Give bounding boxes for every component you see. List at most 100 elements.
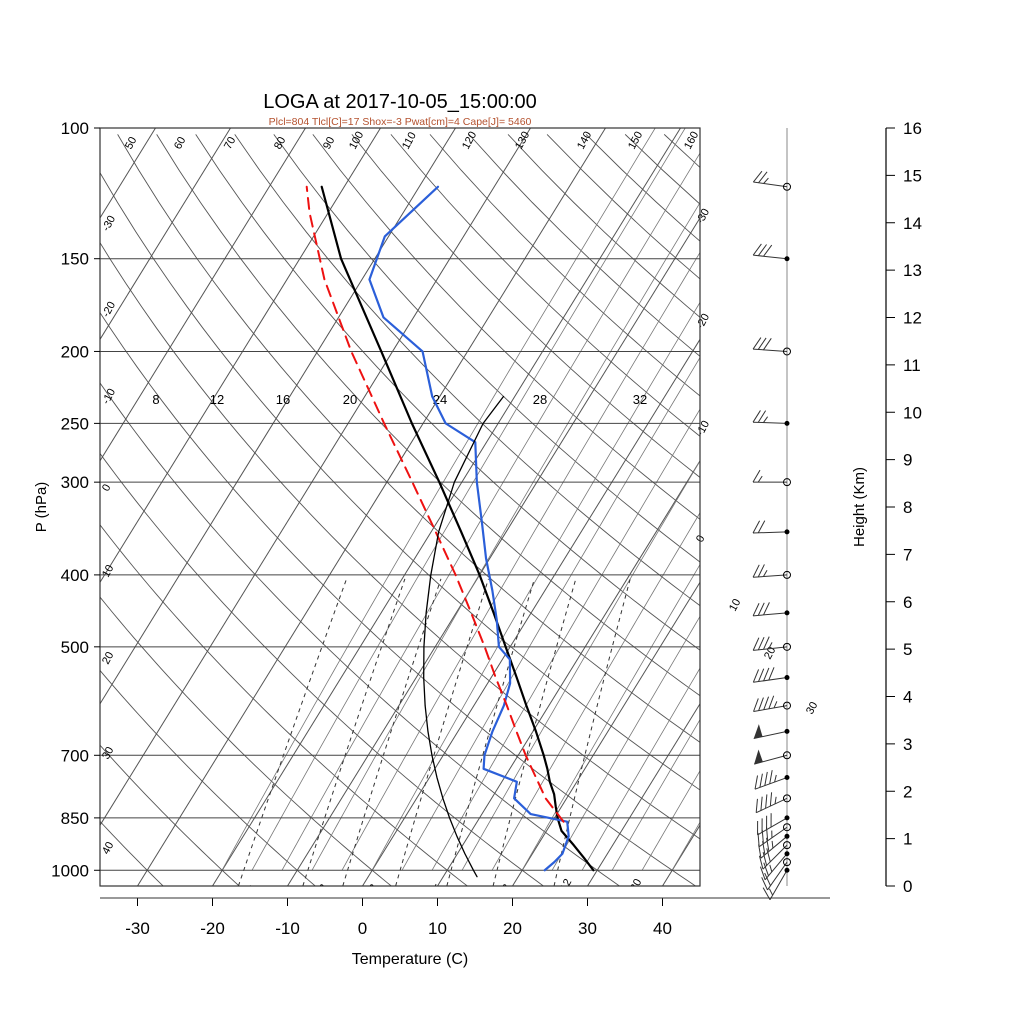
mixing-ratio-line [492,578,577,886]
wind-level-marker [783,841,791,850]
dry-adiabat-line [624,134,700,205]
wind-barb-full [765,794,768,809]
dry-adiabat-line [507,134,700,318]
moist-adiabat-line [431,408,700,871]
figure-subtitle: Plcl=804 Tlcl[C]=17 Shox=-3 Pwat[cm]=4 C… [269,116,532,128]
wind-level-marker [783,751,791,760]
page-title: LOGA at 2017-10-05_15:00:00 [263,91,537,113]
height-tick-label: 13 [903,261,922,280]
height-tick-label: 4 [903,688,912,707]
dry-adiabat-label: 90 [321,135,337,151]
wind-barb-full [763,636,770,650]
dry-adiabats-layer: 50 60 70 80 90 100 110 120 130 140 150 160 [100,130,700,886]
isotherm-line [100,128,306,462]
height-axis-title: Height (Km) [851,467,868,547]
moist-adiabat-label: 28 [533,392,547,407]
wind-barb [759,853,788,881]
wind-barb-full [769,770,773,784]
pressure-tick-label: 150 [61,250,89,269]
dry-adiabat-line [351,134,700,478]
isotherm-line [100,128,381,584]
wind-barb [752,243,788,260]
height-tick-label: 5 [903,640,912,659]
wind-barb-full [763,667,770,682]
wind-barb-full [752,469,761,483]
mixing-ratio-line [342,578,442,886]
wind-barb-half [768,642,773,649]
height-tick-label: 8 [903,498,912,517]
wind-level-marker [784,833,790,839]
isotherm-line [100,128,531,827]
isotherm-line [362,338,700,886]
height-tick-label: 12 [903,309,922,328]
height-tick-label: 10 [903,403,922,422]
pressure-tick-label: 250 [61,414,89,433]
wind-level-marker [783,701,791,710]
dry-adiabat-line [468,134,700,357]
isotherm-label-right-outer: 30 [804,700,820,716]
dry-adiabat-line [100,820,164,886]
isotherms-layer [100,128,1024,886]
wind-barb-full [753,698,759,712]
mixing-ratio-label: 2 [317,882,330,893]
wind-barb-shaft [753,421,788,424]
wind-barb-full [763,338,772,351]
dry-adiabat-line [100,311,696,886]
temperature-tick-label: 30 [578,919,597,938]
mixing-ratio-label: 12 [558,877,574,893]
dry-adiabat-line [663,134,700,169]
pressure-tick-label: 100 [61,119,89,138]
wind-barb-shaft [753,181,788,188]
wind-barb-full [757,602,765,616]
height-tick-label: 7 [903,545,912,564]
dry-adiabat-line [234,134,700,607]
wind-barb-full [755,798,758,813]
temperature-tick-label: 0 [358,919,367,938]
wind-barb [755,792,788,814]
wind-barb-full [764,771,768,786]
wind-level-marker [784,420,790,426]
wind-barb-full [752,337,762,350]
temperature-tick-label: 20 [503,919,522,938]
wind-barb-full [758,855,764,870]
wind-barb [752,520,788,534]
dry-adiabat-label: 80 [272,135,288,151]
wind-barb-full [763,696,770,710]
wind-barb [752,469,787,483]
wind-barb-full [752,564,760,578]
wind-barb [752,602,788,617]
isotherm-label-left: 40 [100,840,116,856]
isotherm-line [813,128,1024,886]
plot-border [99,127,701,887]
wind-barb-column [752,128,791,900]
moist-adiabat-label: 12 [210,392,224,407]
moist-adiabat-line [341,251,700,871]
isotherm-label-left: -30 [100,214,118,234]
isotherm-label-right: 0 [694,533,707,544]
moist-adiabat-line [221,128,656,871]
dry-adiabat-label: 140 [575,130,594,152]
wind-level-marker [784,529,790,535]
wind-level-marker [784,867,790,873]
wind-barb-full [752,637,760,651]
wind-barb-full [766,848,771,862]
wind-barb-full [768,695,775,709]
wind-barb-full [757,636,765,651]
isotherm-line [437,459,700,886]
dry-adiabat-line [195,134,700,651]
pressure-tick-label: 300 [61,473,89,492]
isotherm-label-right: -10 [694,419,712,439]
wind-barb-half [773,701,778,709]
wind-barb-half [769,864,773,872]
mixing-ratio-layer: 1 2 3 5 8 12 20 [237,578,644,893]
pressure-tick-label: 850 [61,809,89,828]
wind-barb-flag [754,749,763,765]
wind-level-marker [783,182,791,191]
wind-level-marker [783,347,791,356]
wind-level-marker [783,794,791,803]
series-temperature [320,185,595,872]
wind-barb-full [757,410,767,423]
mixing-ratio-line [237,578,348,886]
mixing-ratio-line [395,578,489,886]
